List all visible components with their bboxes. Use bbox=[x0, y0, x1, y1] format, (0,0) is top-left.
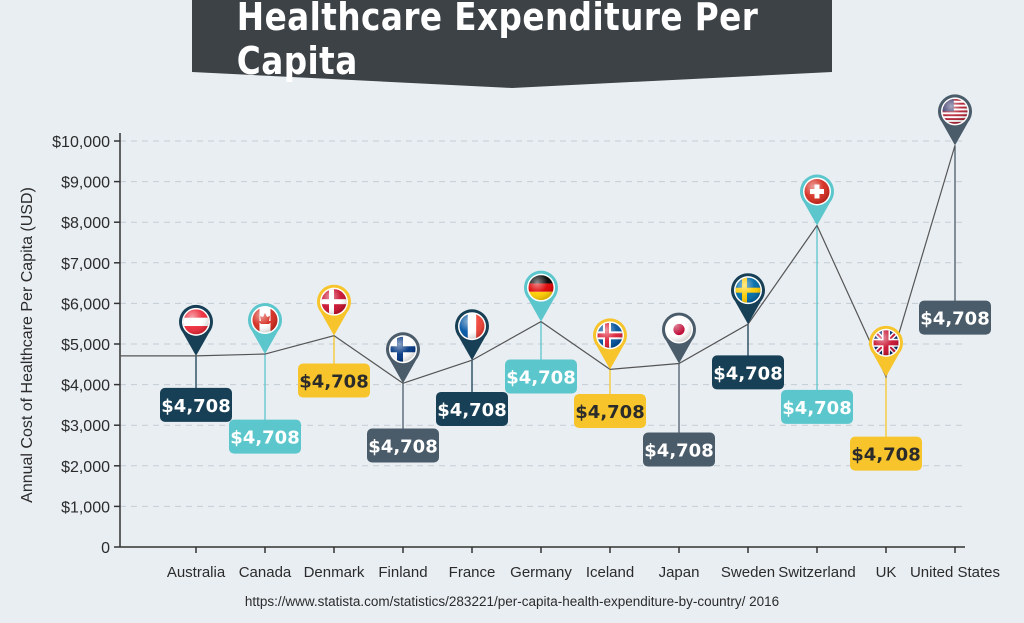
pin-marker bbox=[593, 318, 628, 370]
data-label: $4,708 bbox=[919, 300, 991, 335]
data-label-text: $4,708 bbox=[506, 367, 575, 388]
x-tick-label-iceland: Iceland bbox=[586, 564, 634, 581]
x-tick-label-australia: Australia bbox=[167, 564, 226, 581]
data-label-bg bbox=[298, 363, 370, 398]
y-tick-label: $7,000 bbox=[61, 256, 110, 273]
data-label-bg bbox=[505, 359, 577, 394]
y-tick-label: $3,000 bbox=[61, 418, 110, 435]
pin-marker bbox=[731, 273, 766, 325]
data-label: $4,708 bbox=[298, 363, 370, 398]
data-label: $4,708 bbox=[712, 355, 784, 390]
data-label-bg bbox=[781, 389, 853, 424]
data-label-text: $4,708 bbox=[437, 400, 506, 421]
x-tick-label-canada: Canada bbox=[239, 564, 292, 581]
title-banner bbox=[192, 0, 832, 88]
pin-marker bbox=[869, 325, 903, 377]
data-label: $4,708 bbox=[505, 359, 577, 394]
source-citation: https://www.statista.com/statistics/2832… bbox=[244, 594, 780, 609]
y-tick-label: $5,000 bbox=[61, 337, 110, 354]
x-tick-label-japan: Japan bbox=[659, 564, 700, 581]
pin-marker bbox=[523, 270, 558, 322]
y-tick-label: $10,000 bbox=[52, 134, 110, 151]
data-label-bg bbox=[160, 387, 232, 422]
data-label-bg bbox=[436, 391, 508, 426]
data-label-bg bbox=[712, 355, 784, 390]
data-label-text: $4,708 bbox=[851, 445, 920, 466]
data-label: $4,708 bbox=[229, 419, 301, 454]
data-label: $4,708 bbox=[574, 393, 646, 428]
pin-marker bbox=[386, 332, 421, 384]
pin-marker bbox=[800, 174, 834, 226]
x-tick-label-sweden: Sweden bbox=[721, 564, 775, 581]
data-label-text: $4,708 bbox=[782, 398, 851, 419]
data-label-bg bbox=[850, 436, 922, 471]
x-tick-label-switzerland: Switzerland bbox=[778, 564, 856, 581]
data-label-text: $4,708 bbox=[920, 309, 989, 330]
data-label: $4,708 bbox=[643, 432, 715, 467]
data-label: $4,708 bbox=[367, 428, 439, 463]
x-tick-label-united-states: United States bbox=[910, 564, 1000, 581]
y-tick-label: $9,000 bbox=[61, 175, 110, 192]
data-label-text: $4,708 bbox=[575, 402, 644, 423]
x-tick-label-finland: Finland bbox=[378, 564, 427, 581]
y-tick-label: $2,000 bbox=[61, 459, 110, 476]
data-label: $4,708 bbox=[850, 436, 922, 471]
data-label-text: $4,708 bbox=[368, 437, 437, 458]
y-tick-label: $4,000 bbox=[61, 378, 110, 395]
y-axis-label: Annual Cost of Healthcare Per Capita (US… bbox=[19, 187, 36, 503]
y-tick-label: $6,000 bbox=[61, 296, 110, 313]
data-label-text: $4,708 bbox=[299, 372, 368, 393]
data-label: $4,708 bbox=[781, 389, 853, 424]
pin-marker bbox=[938, 94, 972, 146]
data-label: $4,708 bbox=[160, 387, 232, 422]
data-label-text: $4,708 bbox=[713, 363, 782, 384]
y-tick-label: 0 bbox=[101, 540, 110, 557]
data-label-bg bbox=[919, 300, 991, 335]
data-label-bg bbox=[367, 428, 439, 463]
data-label-text: $4,708 bbox=[230, 428, 299, 449]
y-tick-label: $8,000 bbox=[61, 215, 110, 232]
pin-marker bbox=[455, 309, 490, 361]
y-tick-label: $1,000 bbox=[61, 499, 110, 516]
pin-marker bbox=[248, 303, 282, 355]
data-label-bg bbox=[643, 432, 715, 467]
x-tick-label-france: France bbox=[449, 564, 496, 581]
data-label-text: $4,708 bbox=[644, 441, 713, 462]
data-label-text: $4,708 bbox=[161, 396, 230, 417]
pin-marker bbox=[317, 284, 351, 336]
x-tick-label-uk: UK bbox=[876, 564, 897, 581]
x-tick-label-germany: Germany bbox=[510, 564, 572, 581]
x-tick-label-denmark: Denmark bbox=[304, 564, 365, 581]
data-label-bg bbox=[229, 419, 301, 454]
pin-marker bbox=[178, 304, 213, 356]
data-label-bg bbox=[574, 393, 646, 428]
data-label: $4,708 bbox=[436, 391, 508, 426]
pin-marker bbox=[662, 312, 697, 364]
